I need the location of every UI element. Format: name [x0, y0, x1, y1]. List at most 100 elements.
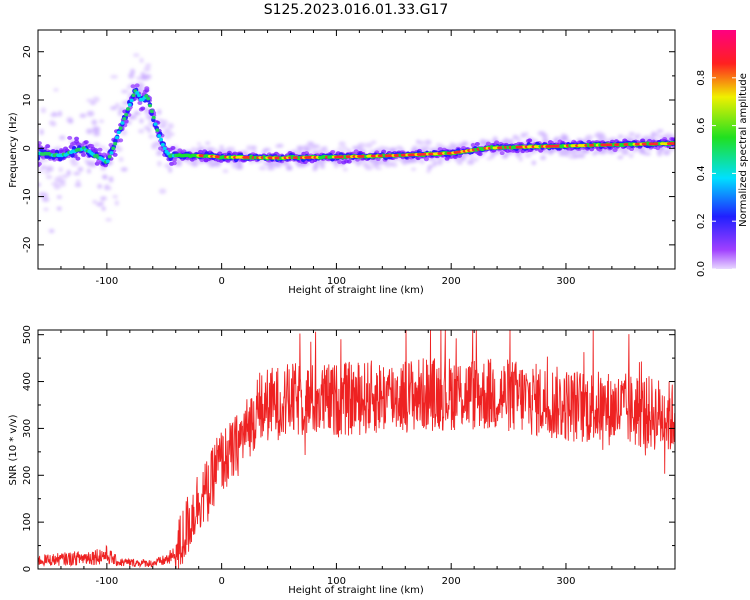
spectrogram-cell — [93, 142, 100, 147]
spectrogram-cell — [561, 135, 569, 139]
spectrogram-cell — [80, 152, 86, 157]
spectrogram-cell — [69, 158, 75, 163]
colorbar-tick-label: 0.8 — [696, 70, 707, 86]
spectrogram-cell — [424, 139, 432, 146]
spectrogram-cell — [111, 146, 116, 151]
spectrogram-cell — [159, 137, 164, 142]
spectrogram-cell — [503, 152, 508, 159]
spectrogram-cell — [38, 169, 44, 173]
spectrogram-cell — [97, 184, 103, 189]
spectrogram-cell — [74, 136, 80, 141]
spectrogram-ytick-label: -10 — [22, 188, 33, 204]
spectrogram-cell — [139, 118, 144, 124]
spectrogram-cell — [258, 166, 267, 171]
spectrogram-cell — [391, 161, 398, 168]
spectrogram-cell — [157, 134, 162, 138]
spectrogram-cell — [411, 167, 417, 171]
spectrogram-cell — [480, 139, 486, 143]
spectrogram-cell — [93, 131, 101, 137]
spectrogram-cell — [320, 165, 326, 169]
spectrogram-cell — [70, 152, 75, 158]
spectrogram-cell — [515, 136, 521, 143]
spectrogram-cell — [369, 160, 377, 165]
spectrogram-cell — [312, 163, 319, 169]
spectrogram-cell — [210, 163, 216, 168]
spectrogram-cell — [470, 143, 476, 148]
spectrogram-cell — [196, 142, 202, 146]
spectrogram-cell — [650, 133, 655, 139]
spectrogram-cell — [153, 122, 158, 126]
spectrogram-cell — [274, 164, 282, 168]
spectrogram-cell — [364, 164, 371, 169]
snr-xtick-label: 300 — [556, 576, 575, 587]
spectrogram-cell — [337, 147, 342, 151]
spectrogram-cell — [222, 169, 229, 173]
spectrogram-cell — [148, 103, 153, 108]
spectrogram-cell — [57, 110, 63, 117]
spectrogram-xtick-label: 300 — [556, 276, 575, 287]
spectrogram-cell — [143, 66, 151, 72]
spectrogram-cell — [243, 151, 249, 155]
spectrogram-cell — [486, 157, 492, 161]
spectrogram-cell — [117, 110, 123, 116]
spectrogram-cell — [208, 147, 216, 151]
figure-title: S125.2023.016.01.33.G17 — [264, 2, 449, 18]
snr-axes: -100 0 100 200 300 0 100 200 300 400 500 — [22, 325, 675, 587]
spectrogram-cell — [73, 171, 81, 176]
spectrogram-cell — [163, 129, 169, 133]
spectrogram-cell — [569, 149, 577, 155]
spectrogram-cell — [122, 116, 127, 121]
spectrogram-cell — [58, 182, 66, 187]
spectrogram-cell — [77, 166, 84, 172]
spectrogram-cell — [58, 167, 63, 172]
spectrogram-cell — [164, 134, 171, 140]
spectrogram-cell — [105, 159, 110, 164]
spectrogram-cell — [524, 131, 529, 137]
spectrogram-cell — [92, 199, 98, 204]
spectrogram-cell — [419, 159, 426, 165]
spectrogram-cell — [617, 134, 624, 139]
spectrogram-cell — [56, 206, 62, 211]
spectrogram-cell — [427, 164, 433, 171]
colorbar-ticks: 0.0 0.2 0.4 0.6 0.8 — [696, 70, 736, 277]
spectrogram-cell — [48, 228, 55, 233]
snr-ytick-label: 300 — [22, 419, 33, 438]
spectrogram-cell — [38, 141, 42, 146]
spectrogram-cell — [112, 152, 118, 157]
spectrogram-cell — [107, 154, 112, 159]
spectrogram-cell — [86, 168, 92, 174]
spectrogram-cell — [100, 196, 107, 201]
spectrogram-cell — [450, 142, 455, 147]
spectrogram-cell — [168, 167, 173, 173]
spectrogram-cell — [161, 124, 167, 128]
spectrogram-cell — [126, 84, 132, 90]
spectrogram-cell — [246, 145, 254, 151]
spectrogram-cell — [627, 132, 636, 136]
spectrogram-cell — [137, 101, 143, 106]
snr-xtick-label: 200 — [442, 576, 461, 587]
spectrogram-heatmap — [38, 53, 675, 233]
spectrogram-cell — [139, 57, 144, 63]
spectrogram-cell — [89, 101, 96, 105]
spectrogram-cell — [116, 130, 121, 135]
spectrogram-cell — [83, 140, 89, 145]
spectrogram-cell — [592, 152, 597, 156]
spectrogram-cell — [219, 145, 224, 149]
spectrogram-cell — [485, 141, 491, 146]
spectrogram-cell — [341, 146, 348, 151]
spectrogram-cell — [365, 142, 373, 149]
spectrogram-cell — [112, 194, 118, 199]
snr-line-area — [38, 330, 675, 569]
spectrogram-cell — [66, 169, 72, 176]
spectrogram-cell — [123, 119, 129, 124]
spectrogram-cell — [358, 142, 366, 148]
spectrogram-cell — [151, 115, 156, 120]
spectrogram-cell — [145, 63, 152, 68]
spectrogram-cell — [45, 175, 53, 180]
snr-ytick-label: 0 — [22, 566, 33, 572]
spectrogram-cell — [53, 88, 59, 92]
spectrogram-cell — [524, 152, 532, 158]
spectrogram-cell — [134, 83, 140, 88]
